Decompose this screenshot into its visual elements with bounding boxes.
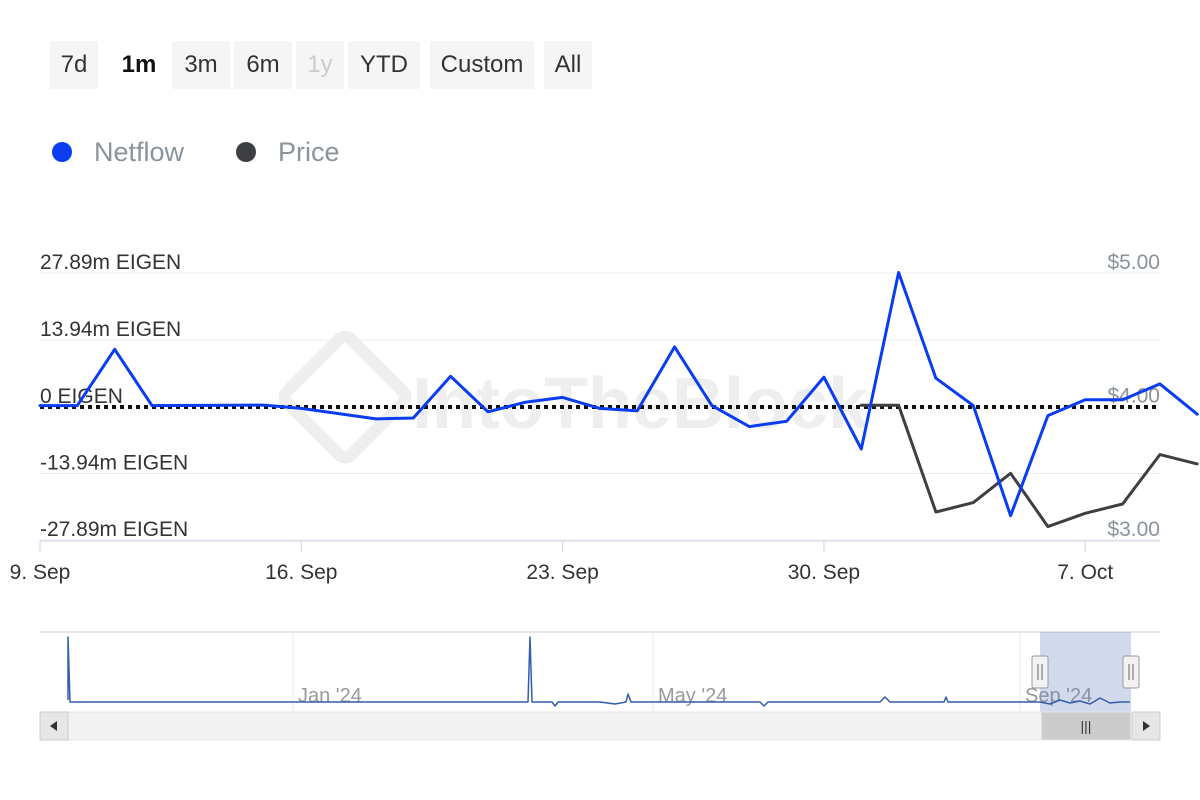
navigator-label: May '24 (658, 685, 727, 707)
series-line-netflow (38, 271, 1199, 518)
navigator-handle-left (1031, 655, 1049, 689)
netflow-dot-icon (52, 142, 72, 162)
legend-label-netflow: Netflow (94, 136, 185, 167)
scrollbar-grip-icon: ||| (1081, 718, 1092, 734)
x-axis: 9. Sep 16. Sep 23. Sep 30. Sep 7. Oct (10, 540, 1160, 584)
watermark: IntoTheBlock (278, 330, 869, 464)
scrollbar-thumb (1041, 712, 1131, 740)
range-1m-button[interactable]: 1m (110, 41, 168, 89)
scroll-left-arrow-icon (50, 721, 57, 731)
range-3m-button[interactable]: 3m (172, 41, 230, 89)
range-custom-button[interactable]: Custom (430, 41, 534, 89)
watermark-logo-icon (278, 330, 412, 464)
grid-lines (40, 272, 1160, 541)
y-left-tick-label: -27.89m EIGEN (40, 518, 188, 541)
navigator-label: Sep '24 (1025, 685, 1092, 707)
range-ytd-button[interactable]: YTD (348, 41, 420, 89)
legend-label-price: Price (278, 136, 340, 167)
watermark-text: IntoTheBlock (412, 364, 869, 444)
scroll-left-button (39, 711, 69, 741)
price-dot-icon (236, 142, 256, 162)
range-1y-button[interactable]: 1y (296, 41, 344, 89)
x-tick-label: 23. Sep (526, 561, 598, 584)
legend-item-netflow[interactable]: Netflow (52, 132, 184, 172)
y-right-tick-label: $3.00 (1107, 518, 1160, 541)
y-axis-left: 27.89m EIGEN 13.94m EIGEN 0 EIGEN -13.94m E… (40, 251, 188, 541)
range-7d-button[interactable]: 7d (50, 41, 98, 89)
series-lines (38, 271, 1199, 529)
navigator-handle-right (1122, 655, 1140, 689)
navigator-series-line (67, 636, 1130, 707)
navigator-selection-mask (1040, 632, 1131, 712)
y-left-tick-label: 0 EIGEN (40, 385, 123, 408)
range-all-button[interactable]: All (544, 41, 592, 89)
y-right-tick-label: $5.00 (1107, 251, 1160, 274)
y-left-tick-label: 27.89m EIGEN (40, 251, 181, 274)
navigator-scrollbar-track (39, 711, 1161, 741)
y-left-tick-label: -13.94m EIGEN (40, 452, 188, 475)
navigator: Jan '24 May '24 Sep '24 ||| (39, 631, 1161, 741)
scroll-right-arrow-icon (1143, 721, 1150, 731)
x-tick-label: 30. Sep (788, 561, 860, 584)
y-left-tick-label: 13.94m EIGEN (40, 318, 181, 341)
series-line-price (859, 403, 1199, 529)
x-tick-label: 16. Sep (265, 561, 337, 584)
legend-item-price[interactable]: Price (236, 132, 340, 172)
y-right-tick-label: $4.00 (1107, 385, 1160, 408)
x-tick-label: 7. Oct (1057, 561, 1113, 584)
navigator-label: Jan '24 (298, 685, 362, 707)
y-axis-right: $5.00 $4.00 $3.00 (1107, 251, 1160, 541)
x-tick-label: 9. Sep (10, 561, 71, 584)
scroll-right-button (1131, 711, 1161, 741)
range-6m-button[interactable]: 6m (234, 41, 292, 89)
